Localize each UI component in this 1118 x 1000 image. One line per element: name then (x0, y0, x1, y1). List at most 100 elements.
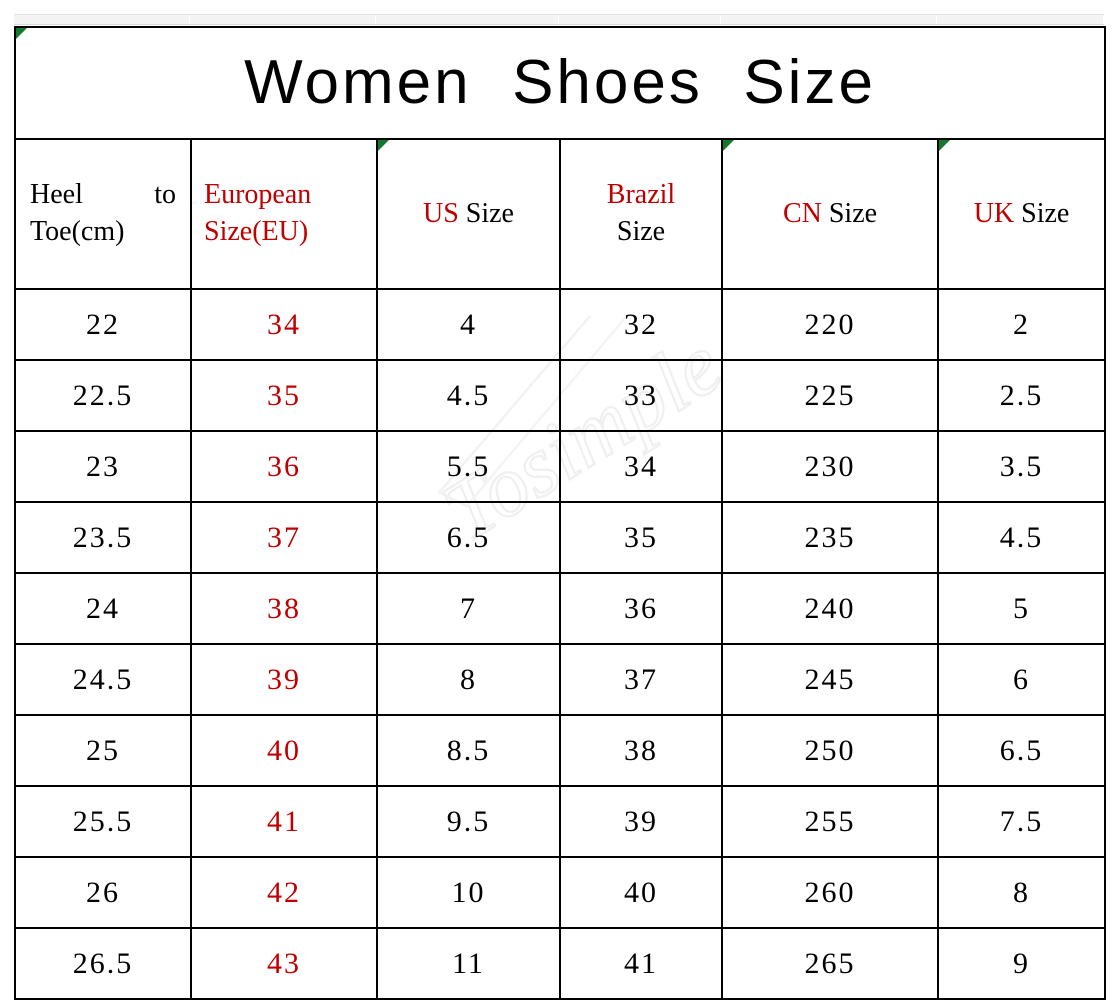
cell-value: 230 (804, 449, 856, 483)
cell-value: 23.5 (72, 520, 134, 554)
header-suffix: Size (821, 197, 878, 229)
cell-brazil-size: 41 (559, 927, 723, 1000)
cell-value: 40 (267, 733, 301, 767)
cell-european-size: 42 (190, 856, 378, 929)
cell-brazil-size: 39 (559, 785, 723, 858)
cell-heel-to-toe: 23 (14, 430, 192, 503)
column-header-european-size: European Size(EU) (190, 138, 378, 290)
cell-value: 25 (86, 733, 120, 767)
cell-uk-size: 6.5 (936, 714, 1107, 787)
cell-heel-to-toe: 26.5 (14, 927, 192, 1000)
cell-uk-size: 6 (936, 643, 1107, 716)
cell-us-size: 6.5 (376, 501, 561, 574)
cell-heel-to-toe: 26 (14, 856, 192, 929)
cell-value: 6.5 (446, 520, 491, 554)
table-row: 23 36 5.5 34 230 3.5 (14, 430, 1107, 503)
cell-european-size: 38 (190, 572, 378, 645)
cell-uk-size: 3.5 (936, 430, 1107, 503)
cell-value: 22 (86, 307, 120, 341)
header-line-2: Size(EU) (204, 216, 309, 247)
cell-value: 41 (624, 946, 658, 980)
header-line-1: European (204, 179, 312, 211)
cell-value: 3.5 (999, 449, 1044, 483)
cell-value: 7.5 (999, 804, 1044, 838)
header-prefix: CN (782, 197, 822, 229)
cell-uk-size: 2 (936, 288, 1107, 361)
cell-cn-size: 225 (721, 359, 939, 432)
header-line-1: Heel to (30, 179, 176, 211)
cell-cn-size: 265 (721, 927, 939, 1000)
cell-brazil-size: 40 (559, 856, 723, 929)
cell-value: 4.5 (446, 378, 491, 412)
cell-us-size: 4 (376, 288, 561, 361)
cell-value: 6 (1013, 662, 1031, 696)
cell-brazil-size: 34 (559, 430, 723, 503)
cell-value: 265 (804, 946, 856, 980)
header-line-1: Brazil (606, 179, 676, 211)
cell-value: 22.5 (72, 378, 134, 412)
cell-value: 255 (804, 804, 856, 838)
cell-european-size: 39 (190, 643, 378, 716)
cell-cn-size: 250 (721, 714, 939, 787)
banner-cell: Women Shoes Size (13, 26, 1107, 140)
comment-marker-icon (723, 140, 734, 151)
women-shoes-size-table: Women Shoes Size Heel to Toe(cm) Europea… (13, 26, 1107, 1000)
table-row: 23.5 37 6.5 35 235 4.5 (14, 501, 1107, 574)
cell-cn-size: 260 (721, 856, 939, 929)
cell-value: 35 (267, 378, 301, 412)
cell-value: 220 (804, 307, 856, 341)
cell-value: 35 (624, 520, 658, 554)
column-header-us-size: US Size (376, 138, 561, 290)
cell-brazil-size: 32 (559, 288, 723, 361)
size-chart-container: Women Shoes Size Heel to Toe(cm) Europea… (13, 26, 1107, 1000)
table-row: 25.5 41 9.5 39 255 7.5 (14, 785, 1107, 858)
cell-value: 41 (267, 804, 301, 838)
header-suffix: Size (458, 197, 514, 229)
cell-value: 24 (86, 591, 120, 625)
table-row: 26 42 10 40 260 8 (14, 856, 1107, 929)
cell-brazil-size: 37 (559, 643, 723, 716)
cell-brazil-size: 33 (559, 359, 723, 432)
cell-value: 9.5 (446, 804, 491, 838)
cell-uk-size: 7.5 (936, 785, 1107, 858)
cell-heel-to-toe: 25.5 (14, 785, 192, 858)
table-header-row: Heel to Toe(cm) European Size(EU) (14, 138, 1107, 290)
column-header-cn-size: CN Size (721, 138, 939, 290)
cell-value: 5.5 (446, 449, 491, 483)
cell-value: 7 (460, 591, 477, 625)
header-line-2: Size (616, 216, 666, 247)
page-title: Women Shoes Size (244, 48, 876, 117)
column-header-uk-size: UK Size (936, 138, 1107, 290)
cell-value: 260 (804, 875, 856, 909)
cell-value: 235 (804, 520, 856, 554)
cell-value: 42 (267, 875, 301, 909)
column-header-brazil-size: Brazil Size (559, 138, 723, 290)
cell-us-size: 10 (376, 856, 561, 929)
cell-european-size: 41 (190, 785, 378, 858)
cell-value: 245 (804, 662, 856, 696)
cell-value: 240 (804, 591, 856, 625)
cell-us-size: 7 (376, 572, 561, 645)
cell-cn-size: 235 (721, 501, 939, 574)
cell-value: 34 (267, 307, 301, 341)
comment-marker-icon (16, 28, 27, 39)
cell-uk-size: 4.5 (936, 501, 1107, 574)
cell-value: 37 (267, 520, 301, 554)
cell-brazil-size: 36 (559, 572, 723, 645)
table-row: 26.5 43 11 41 265 9 (14, 927, 1107, 1000)
cell-value: 38 (624, 733, 658, 767)
cell-value: 2.5 (999, 378, 1044, 412)
cell-value: 39 (624, 804, 658, 838)
cell-uk-size: 2.5 (936, 359, 1107, 432)
comment-marker-icon (939, 140, 950, 151)
spreadsheet-column-header-strip (14, 14, 1104, 25)
table-body: 22 34 4 32 220 2 22.5 35 4.5 33 225 2.5 23 36 5.5 34 230… (14, 288, 1107, 1000)
cell-value: 8.5 (446, 733, 491, 767)
cell-value: 33 (624, 378, 658, 412)
cell-us-size: 11 (376, 927, 561, 1000)
cell-brazil-size: 35 (559, 501, 723, 574)
header-prefix: UK (973, 197, 1015, 229)
column-header-heel-to-toe: Heel to Toe(cm) (14, 138, 192, 290)
cell-heel-to-toe: 24 (14, 572, 192, 645)
